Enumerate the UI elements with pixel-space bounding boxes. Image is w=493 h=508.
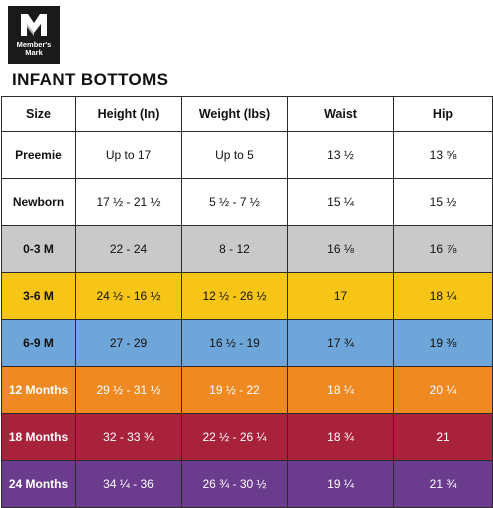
waist-cell: 19 ¼ — [287, 460, 394, 508]
weight-cell: 22 ½ - 26 ¼ — [181, 413, 288, 461]
brand-logo-text: Member's Mark — [16, 40, 52, 57]
size-cell: 12 Months — [1, 366, 76, 414]
size-cell: 3-6 M — [1, 272, 76, 320]
waist-cell: 18 ¼ — [287, 366, 394, 414]
height-cell: 22 - 24 — [75, 225, 182, 273]
height-cell: 34 ¼ - 36 — [75, 460, 182, 508]
waist-cell: 18 ¾ — [287, 413, 394, 461]
header-waist: Waist — [287, 96, 394, 132]
weight-cell: 5 ½ - 7 ½ — [181, 178, 288, 226]
weight-cell: 12 ½ - 26 ½ — [181, 272, 288, 320]
height-cell: 32 - 33 ¾ — [75, 413, 182, 461]
weight-cell: 16 ½ - 19 — [181, 319, 288, 367]
hip-cell: 15 ½ — [393, 178, 493, 226]
table-row-24-months: 24 Months 34 ¼ - 36 26 ¾ - 30 ½ 19 ¼ 21 … — [1, 460, 493, 508]
size-cell: 24 Months — [1, 460, 76, 508]
table-header-row: Size Height (In) Weight (lbs) Waist Hip — [1, 96, 493, 132]
hip-cell: 16 ⅞ — [393, 225, 493, 273]
waist-cell: 17 ¾ — [287, 319, 394, 367]
waist-cell: 13 ½ — [287, 131, 394, 179]
header-size: Size — [1, 96, 76, 132]
size-cell: Newborn — [1, 178, 76, 226]
hip-cell: 18 ¼ — [393, 272, 493, 320]
height-cell: 29 ½ - 31 ½ — [75, 366, 182, 414]
table-row-newborn: Newborn 17 ½ - 21 ½ 5 ½ - 7 ½ 15 ¼ 15 ½ — [1, 178, 493, 226]
brand-logo: Member's Mark — [8, 6, 60, 64]
height-cell: 17 ½ - 21 ½ — [75, 178, 182, 226]
weight-cell: 26 ¾ - 30 ½ — [181, 460, 288, 508]
hip-cell: 20 ¼ — [393, 366, 493, 414]
height-cell: Up to 17 — [75, 131, 182, 179]
size-cell: 6-9 M — [1, 319, 76, 367]
weight-cell: 19 ½ - 22 — [181, 366, 288, 414]
table-row-preemie: Preemie Up to 17 Up to 5 13 ½ 13 ⅝ — [1, 131, 493, 179]
weight-cell: 8 - 12 — [181, 225, 288, 273]
table-row-12-months: 12 Months 29 ½ - 31 ½ 19 ½ - 22 18 ¼ 20 … — [1, 366, 493, 414]
height-cell: 24 ½ - 16 ½ — [75, 272, 182, 320]
waist-cell: 17 — [287, 272, 394, 320]
header-hip: Hip — [393, 96, 493, 132]
header-height: Height (In) — [75, 96, 182, 132]
hip-cell: 13 ⅝ — [393, 131, 493, 179]
size-cell: 18 Months — [1, 413, 76, 461]
size-cell: 0-3 M — [1, 225, 76, 273]
size-chart-table: Size Height (In) Weight (lbs) Waist Hip … — [1, 96, 493, 508]
table-row-6-9m: 6-9 M 27 - 29 16 ½ - 19 17 ¾ 19 ⅜ — [1, 319, 493, 367]
weight-cell: Up to 5 — [181, 131, 288, 179]
table-row-3-6m: 3-6 M 24 ½ - 16 ½ 12 ½ - 26 ½ 17 18 ¼ — [1, 272, 493, 320]
waist-cell: 15 ¼ — [287, 178, 394, 226]
hip-cell: 21 — [393, 413, 493, 461]
members-mark-m-icon — [21, 14, 47, 36]
height-cell: 27 - 29 — [75, 319, 182, 367]
table-row-18-months: 18 Months 32 - 33 ¾ 22 ½ - 26 ¼ 18 ¾ 21 — [1, 413, 493, 461]
page-title: INFANT BOTTOMS — [12, 70, 169, 89]
table-row-0-3m: 0-3 M 22 - 24 8 - 12 16 ⅛ 16 ⅞ — [1, 225, 493, 273]
hip-cell: 21 ¾ — [393, 460, 493, 508]
header-weight: Weight (lbs) — [181, 96, 288, 132]
size-cell: Preemie — [1, 131, 76, 179]
waist-cell: 16 ⅛ — [287, 225, 394, 273]
hip-cell: 19 ⅜ — [393, 319, 493, 367]
